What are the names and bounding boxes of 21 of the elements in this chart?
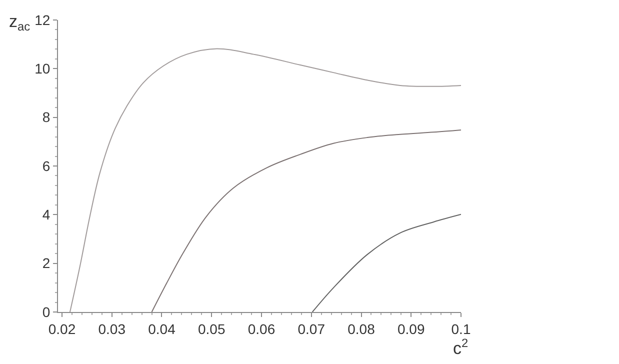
y-tick-label: 2 [42,255,50,272]
y-tick-label: 12 [34,12,50,28]
y-tick-label: 8 [42,109,50,126]
x-tick-label: 0.02 [48,320,76,337]
x-tick-label: 0.1 [451,320,471,337]
x-axis-title: c$^{2}$ [453,336,468,358]
x-tick-label: 0.05 [198,320,226,337]
line-series [312,214,461,312]
y-tick-label: 6 [42,158,50,174]
x-tick-label: 0.07 [298,320,326,337]
y-tick-label: 0 [42,304,50,320]
y-axis-title: z$_{ac}$ [9,12,30,34]
line-series [69,48,461,312]
x-tick-label: 0.03 [98,320,126,337]
x-tick-label: 0.06 [248,320,276,337]
y-tick-label: 10 [34,60,50,77]
x-tick-label: 0.04 [148,320,176,337]
x-tick-label: 0.08 [348,320,376,337]
x-tick-label: 0.09 [397,320,425,337]
line-series [151,129,461,312]
y-tick-label: 4 [42,206,50,223]
